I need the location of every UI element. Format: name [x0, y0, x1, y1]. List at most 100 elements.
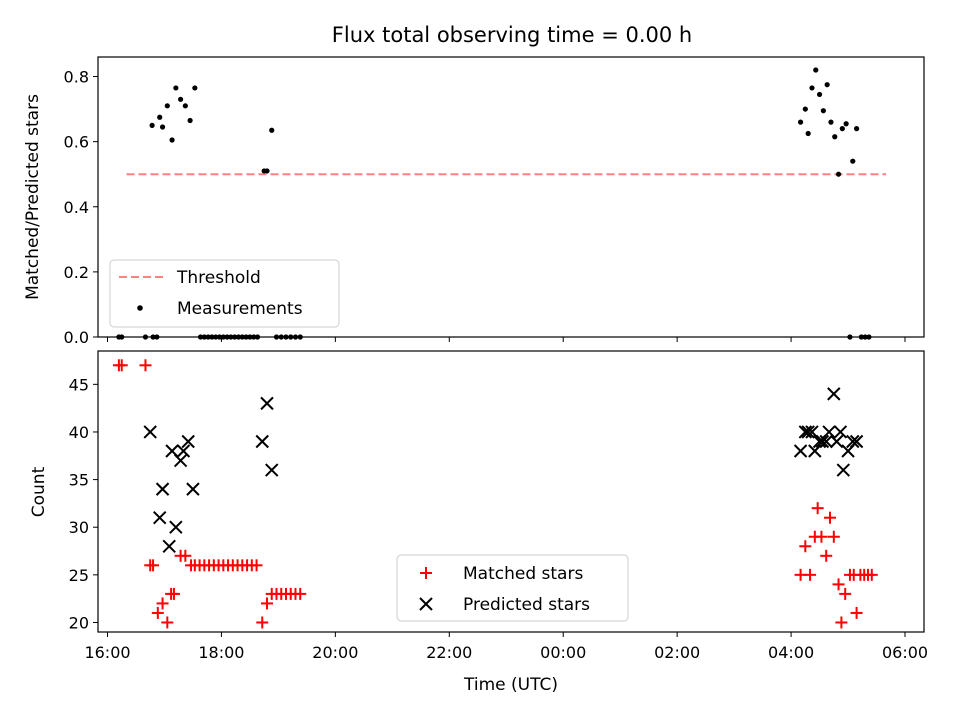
top-marks: [116, 67, 887, 340]
matched-star-marker: [256, 616, 269, 629]
measurement-point: [178, 96, 184, 102]
bottom-x-tick-label: 02:00: [654, 643, 700, 662]
matched-star-marker: [839, 587, 852, 600]
predicted-star-marker: [815, 434, 830, 449]
predicted-star-marker: [153, 510, 167, 525]
measurement-point: [850, 158, 856, 164]
measurement-point: [813, 67, 819, 73]
predicted-star-marker: [176, 444, 191, 458]
predicted-star-marker: [801, 425, 815, 439]
matched-star-marker: [824, 511, 837, 524]
bottom-legend: Matched stars Predicted stars: [396, 554, 629, 622]
predicted-star-marker: [260, 396, 274, 411]
measurement-point: [187, 117, 193, 124]
matched-star-marker: [804, 568, 817, 581]
top-y-tick-label: 0.2: [64, 263, 89, 282]
matched-star-marker: [815, 530, 828, 543]
predicted-star-marker: [143, 425, 157, 439]
legend-measurements-label: Measurements: [177, 299, 303, 319]
predicted-star-marker: [833, 425, 848, 439]
measurement-point: [853, 126, 860, 132]
predicted-star-marker: [819, 434, 833, 449]
bottom-x-tick-label: 22:00: [426, 643, 472, 662]
measurement-point: [173, 85, 179, 91]
bottom-x-tick-label: 04:00: [768, 643, 814, 662]
bottom-y-ticks: 20 25 30 35 40 45: [69, 375, 98, 632]
legend-matched-marker: [420, 567, 432, 579]
measurement-point: [157, 114, 163, 120]
top-legend: Threshold Measurements: [109, 259, 340, 328]
measurement-point: [832, 134, 838, 140]
measurement-point: [192, 85, 198, 91]
top-y-ticks: 0.0 0.2 0.4 0.6 0.8: [64, 68, 98, 347]
predicted-star-marker: [829, 434, 844, 449]
measurement-point: [797, 119, 804, 125]
predicted-star-marker: [822, 425, 836, 439]
predicted-star-marker: [265, 463, 279, 477]
measurement-point: [835, 171, 842, 177]
bottom-y-tick-label: 40: [69, 423, 89, 442]
bottom-y-tick-label: 45: [69, 375, 89, 394]
measurement-point: [809, 85, 815, 91]
top-y-tick-label: 0.0: [64, 328, 89, 347]
bottom-y-tick-label: 35: [69, 471, 89, 490]
top-legend-box: [109, 259, 340, 328]
top-axes-frame: [97, 56, 925, 338]
measurement-point: [839, 126, 845, 132]
bottom-y-tick-label: 25: [69, 566, 89, 585]
predicted-star-marker: [169, 520, 183, 534]
bottom-x-tick-label: 18:00: [198, 643, 244, 662]
measurement-point: [149, 122, 155, 128]
bottom-y-tick-label: 20: [69, 613, 89, 632]
matched-star-marker: [799, 540, 812, 553]
matched-star-marker: [260, 597, 273, 610]
measurement-point: [164, 103, 170, 109]
matched-star-marker: [820, 549, 833, 562]
matched-star-marker: [179, 549, 192, 562]
measurement-point: [805, 130, 811, 137]
matched-star-marker: [250, 559, 263, 572]
bottom-x-tick-label: 06:00: [882, 643, 928, 662]
measurement-point: [169, 137, 175, 143]
matched-star-marker: [167, 587, 180, 600]
matched-star-marker: [151, 606, 164, 619]
predicted-star-marker: [849, 434, 864, 449]
bottom-x-tick-label: 16:00: [84, 643, 130, 662]
measurement-point: [802, 106, 808, 112]
matched-star-marker: [850, 606, 863, 619]
matched-star-marker: [832, 578, 845, 591]
measurement-point: [824, 82, 830, 88]
bottom-axes-frame: [97, 350, 925, 633]
predicted-star-marker: [827, 387, 841, 401]
matched-star-marker: [161, 616, 174, 629]
predicted-star-marker: [255, 434, 269, 449]
measurement-point: [182, 103, 188, 109]
matched-star-marker: [147, 559, 160, 572]
measurement-point: [159, 124, 166, 130]
predicted-star-marker: [186, 482, 200, 496]
top-y-tick-label: 0.8: [64, 68, 89, 87]
bottom-marks: [112, 359, 878, 629]
top-y-tick-label: 0.6: [64, 133, 89, 152]
legend-predicted-label: Predicted stars: [463, 595, 590, 615]
measurement-point: [269, 127, 275, 133]
top-x-ticks: [106, 337, 906, 342]
legend-matched-label: Matched stars: [463, 564, 583, 584]
matched-star-marker: [835, 616, 848, 629]
predicted-star-marker: [181, 434, 195, 449]
matched-star-marker: [827, 530, 840, 543]
bottom-y-axis-label: Count: [29, 466, 49, 517]
legend-threshold-label: Threshold: [176, 268, 261, 288]
matched-star-marker: [865, 568, 878, 581]
predicted-star-marker: [173, 453, 188, 468]
measurement-point: [816, 91, 823, 98]
measurement-point: [264, 168, 270, 174]
measurement-point: [828, 119, 834, 125]
matched-star-marker: [115, 359, 128, 372]
bottom-x-ticks: 16:00 18:00 20:00 22:00 00:00 02:00 04:00 06:00: [84, 632, 928, 662]
matched-star-marker: [139, 359, 152, 372]
matched-star-marker: [294, 587, 307, 600]
figure-title: Flux total observing time = 0.00 h: [332, 23, 692, 47]
predicted-star-marker: [836, 463, 851, 477]
